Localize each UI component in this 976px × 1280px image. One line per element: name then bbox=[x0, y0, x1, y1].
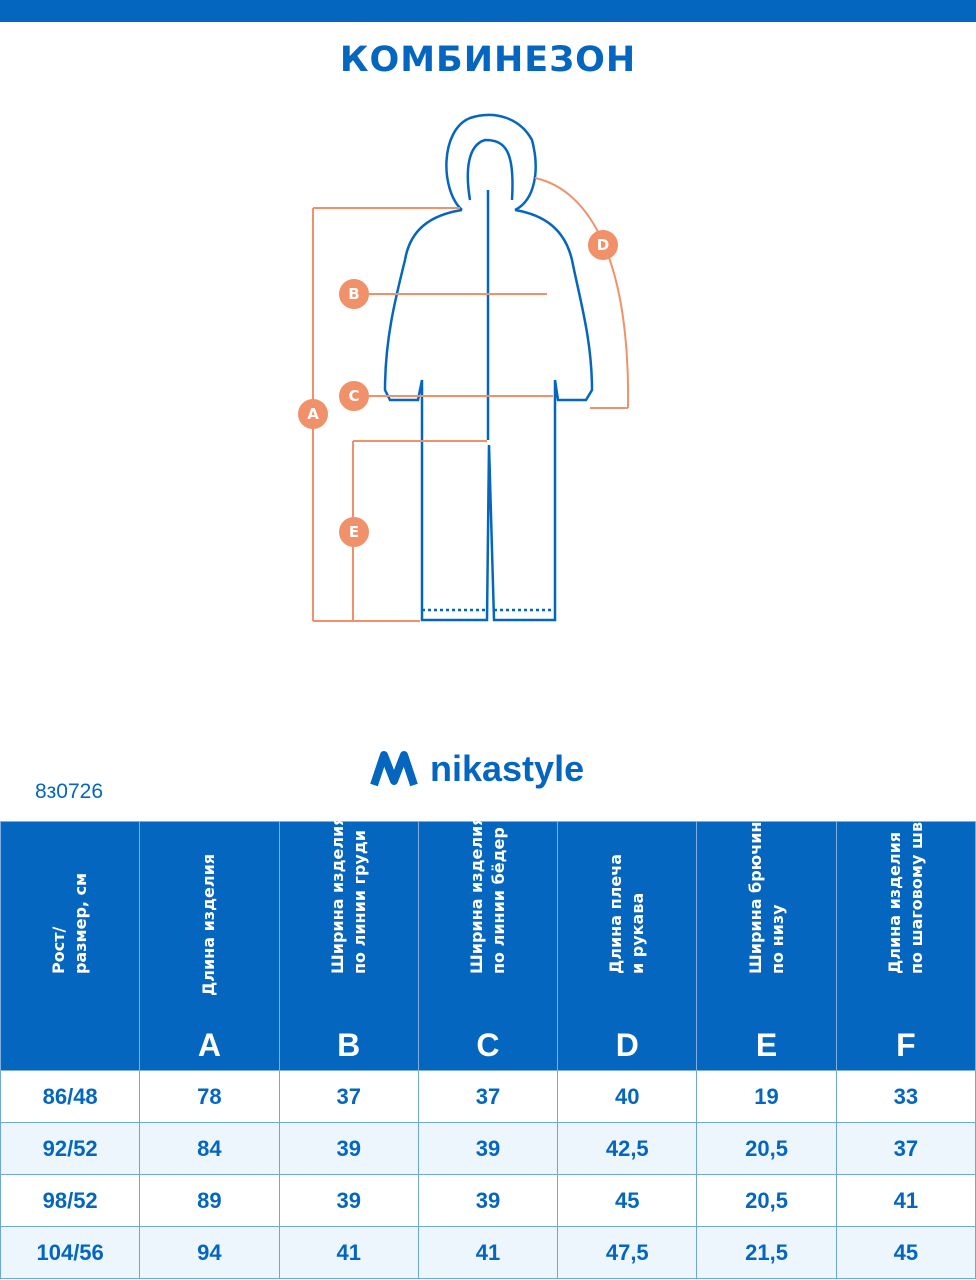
table-cell: 41 bbox=[278, 1226, 419, 1279]
table-cell: 20,5 bbox=[696, 1174, 837, 1227]
table-cell: 89 bbox=[139, 1174, 280, 1227]
label-d: D bbox=[597, 236, 609, 254]
top-bar bbox=[0, 0, 976, 22]
table-cell: 98/52 bbox=[0, 1174, 141, 1227]
page-title: КОМБИНЕЗОН bbox=[339, 40, 637, 80]
table-row: 104/56 94 41 41 47,5 21,5 45 bbox=[0, 1226, 976, 1279]
table-row: 86/48 78 37 37 40 19 33 bbox=[0, 1070, 976, 1123]
table-cell: 86/48 bbox=[0, 1070, 141, 1123]
table-cell: 37 bbox=[835, 1122, 976, 1175]
table-cell: 40 bbox=[557, 1070, 698, 1123]
table-cell: 42,5 bbox=[557, 1122, 698, 1175]
label-e: E bbox=[349, 523, 359, 541]
header-e: Ширина брючины по низу E bbox=[696, 807, 837, 1071]
table-cell: 33 bbox=[835, 1070, 976, 1123]
table-cell: 94 bbox=[139, 1226, 280, 1279]
table-cell: 21,5 bbox=[696, 1226, 837, 1279]
label-a: A bbox=[307, 405, 319, 423]
header-size: Рост/ размер, см bbox=[0, 821, 141, 1071]
article-code: 8з0726 bbox=[35, 780, 104, 803]
table-cell: 84 bbox=[139, 1122, 280, 1175]
table-cell: 78 bbox=[139, 1070, 280, 1123]
table-cell: 47,5 bbox=[557, 1226, 698, 1279]
header-f: Длина изделия по шаговому шву F bbox=[835, 812, 976, 1071]
size-table: Рост/ размер, см Длина изделия A Ширина и… bbox=[0, 807, 976, 1279]
nikastyle-logo-icon bbox=[370, 751, 418, 787]
label-c: C bbox=[348, 387, 359, 405]
table-cell: 37 bbox=[417, 1070, 559, 1123]
header-b: Ширина изделия по линии груди B bbox=[278, 815, 419, 1071]
header-d: Длина плеча и рукава D bbox=[557, 821, 698, 1071]
table-cell: 104/56 bbox=[0, 1226, 141, 1279]
header-c: Ширина изделия по линии бёдер C bbox=[417, 815, 559, 1071]
table-cell: 37 bbox=[278, 1070, 419, 1123]
jumpsuit-outline bbox=[383, 113, 594, 622]
table-cell: 39 bbox=[278, 1174, 419, 1227]
jumpsuit-diagram: A B C D E bbox=[298, 113, 630, 622]
table-cell: 45 bbox=[835, 1226, 976, 1279]
table-cell: 41 bbox=[417, 1226, 559, 1279]
table-cell: 39 bbox=[278, 1122, 419, 1175]
header-a: Длина изделия A bbox=[139, 821, 280, 1071]
table-row: 98/52 89 39 39 45 20,5 41 bbox=[0, 1174, 976, 1227]
table-cell: 20,5 bbox=[696, 1122, 837, 1175]
table-cell: 41 bbox=[835, 1174, 976, 1227]
table-cell: 19 bbox=[696, 1070, 837, 1123]
table-cell: 45 bbox=[557, 1174, 698, 1227]
table-cell: 39 bbox=[417, 1122, 559, 1175]
brand-logo: nikastyle bbox=[370, 748, 584, 790]
brand-name: nikastyle bbox=[430, 748, 585, 789]
label-b: B bbox=[348, 285, 359, 303]
table-row: 92/52 84 39 39 42,5 20,5 37 bbox=[0, 1122, 976, 1175]
table-cell: 92/52 bbox=[0, 1122, 141, 1175]
table-cell: 39 bbox=[417, 1174, 559, 1227]
